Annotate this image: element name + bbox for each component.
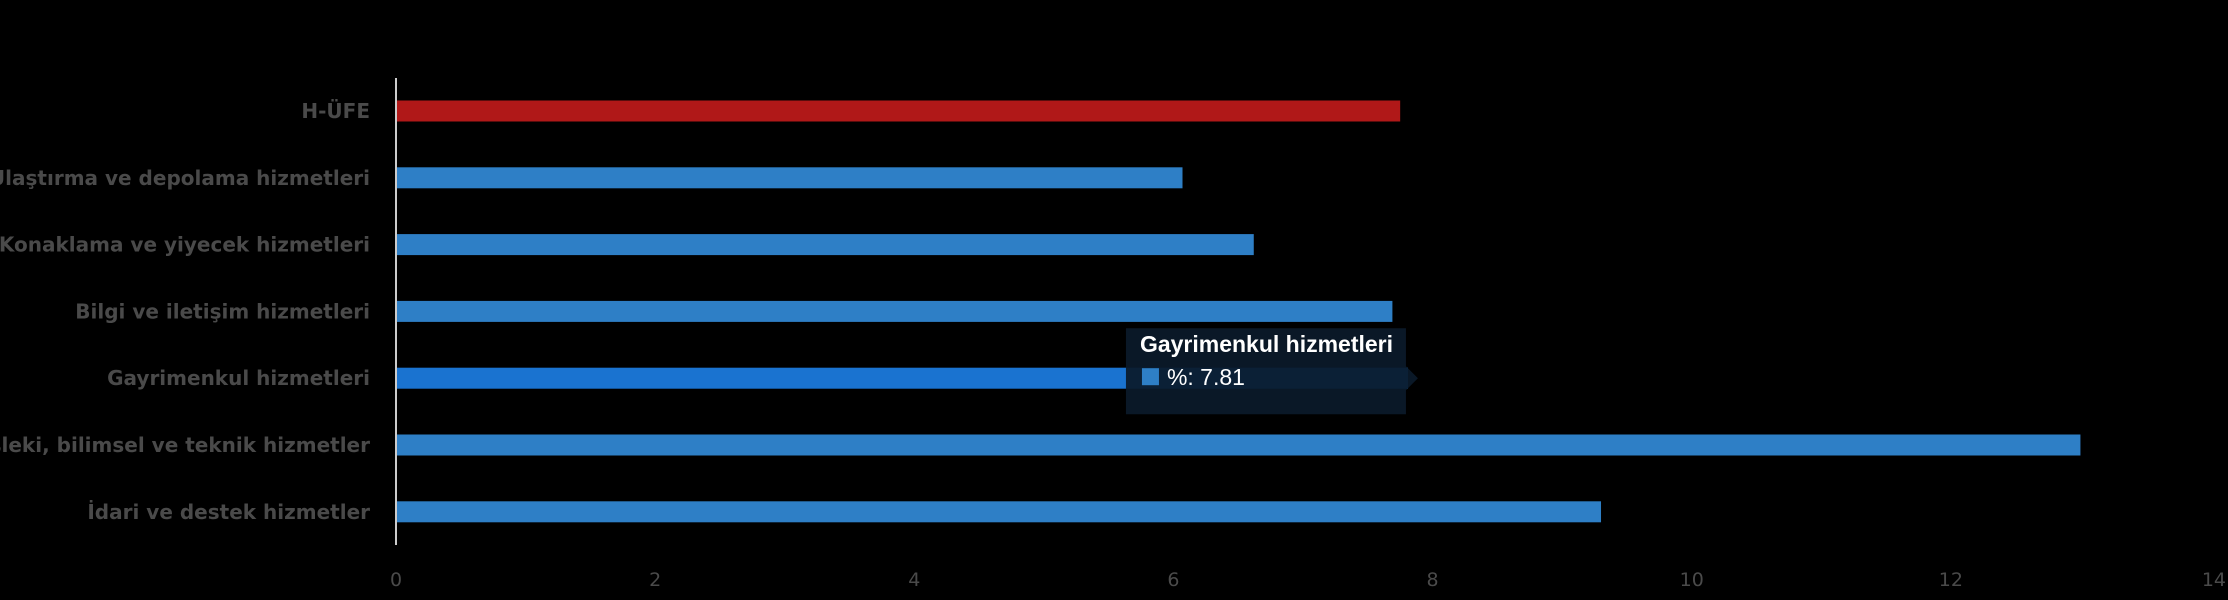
- category-label: Ulaştırma ve depolama hizmetleri: [0, 166, 370, 190]
- tooltip-value: %: 7.81: [1167, 364, 1245, 390]
- category-labels: H-ÜFE Ulaştırma ve depolama hizmetleri Kon…: [0, 99, 370, 524]
- x-tick-label: 12: [1939, 569, 1963, 591]
- category-label: Konaklama ve yiyecek hizmetleri: [0, 233, 370, 257]
- x-axis-ticks: 0 2 4 6 8 10 12 14: [390, 569, 2226, 591]
- x-tick-label: 14: [2202, 569, 2226, 591]
- category-label: H-ÜFE: [301, 99, 370, 123]
- tooltip-color-swatch: [1141, 368, 1159, 386]
- x-tick-label: 0: [390, 569, 402, 591]
- x-tick-label: 4: [908, 569, 920, 591]
- category-label: Mesleki, bilimsel ve teknik hizmetler: [0, 433, 370, 457]
- bar[interactable]: [396, 100, 1401, 122]
- bar[interactable]: [396, 434, 2081, 456]
- x-tick-label: 8: [1427, 569, 1439, 591]
- x-tick-label: 2: [649, 569, 661, 591]
- bar[interactable]: [396, 300, 1393, 322]
- bar[interactable]: [396, 501, 1602, 523]
- bars-layer: [396, 100, 2081, 523]
- tooltip: Gayrimenkul hizmetleri %: 7.81: [1125, 328, 1418, 415]
- bar[interactable]: [396, 167, 1183, 189]
- category-label: Bilgi ve iletişim hizmetleri: [75, 299, 370, 323]
- tooltip-box: [1125, 328, 1418, 415]
- x-tick-label: 10: [1680, 569, 1704, 591]
- x-tick-label: 6: [1167, 569, 1179, 591]
- tooltip-title: Gayrimenkul hizmetleri: [1140, 331, 1393, 357]
- category-label: Gayrimenkul hizmetleri: [107, 366, 370, 390]
- bar[interactable]: [396, 234, 1254, 256]
- category-label: İdari ve destek hizmetler: [87, 500, 370, 524]
